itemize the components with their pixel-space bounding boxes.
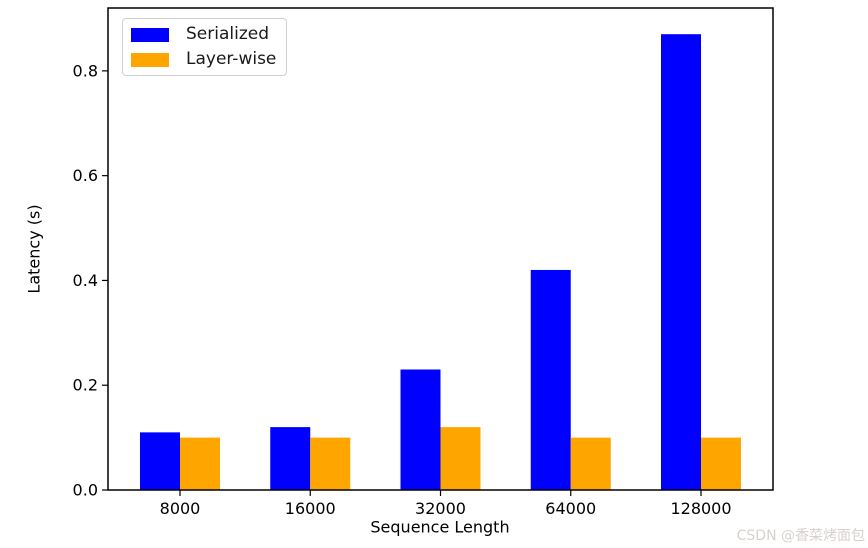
legend-label-layer-wise: Layer-wise [186,49,277,69]
y-tick-label: 0.6 [73,166,98,185]
bar-serialized-32000 [400,369,441,490]
x-tick-label: 128000 [670,499,731,518]
y-axis-label: Latency (s) [24,204,44,294]
legend-item-layer-wise: Layer-wise [131,51,276,68]
y-tick-label: 0.2 [73,376,98,395]
y-tick-label: 0.0 [73,481,98,500]
x-tick-label: 64000 [545,499,596,518]
bar-layer-wise-16000 [310,437,351,490]
bar-layer-wise-32000 [440,427,481,490]
x-tick-label: 32000 [415,499,466,518]
legend-label-serialized: Serialized [186,24,269,44]
watermark: CSDN @香菜烤面包 [736,528,865,544]
legend-swatch-serialized [131,27,169,42]
x-tick-label: 8000 [160,499,201,518]
bar-layer-wise-64000 [570,437,611,490]
y-tick-label: 0.4 [73,271,98,290]
legend-item-serialized: Serialized [131,26,276,43]
x-tick-label: 16000 [285,499,336,518]
bar-serialized-8000 [140,432,180,490]
bar-layer-wise-128000 [701,437,741,490]
bar-serialized-64000 [530,269,571,490]
y-tick-label: 0.8 [73,61,98,80]
bar-layer-wise-8000 [180,437,220,490]
legend: Serialized Layer-wise [122,18,287,76]
legend-swatch-layer-wise [131,52,169,67]
bar-serialized-128000 [661,34,701,491]
bar-serialized-16000 [270,427,311,490]
x-axis-label: Sequence Length [370,517,510,537]
